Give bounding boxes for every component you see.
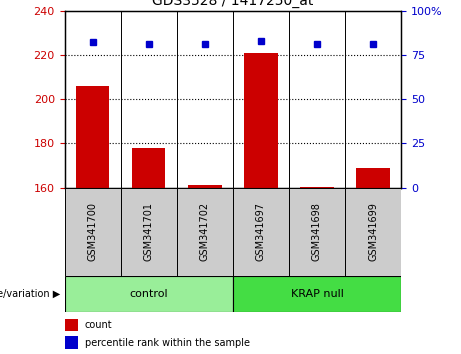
Bar <box>345 188 401 276</box>
Bar <box>233 276 401 312</box>
Bar <box>188 185 222 188</box>
Bar <box>289 188 345 276</box>
Bar <box>65 276 233 312</box>
Text: GSM341700: GSM341700 <box>88 202 98 261</box>
Bar <box>121 188 177 276</box>
Text: control: control <box>130 289 168 299</box>
Bar <box>300 187 334 188</box>
Bar <box>65 319 78 331</box>
Text: GSM341702: GSM341702 <box>200 202 210 262</box>
Bar <box>233 188 289 276</box>
Text: GSM341699: GSM341699 <box>368 202 378 261</box>
Text: GSM341701: GSM341701 <box>144 202 154 261</box>
Text: genotype/variation ▶: genotype/variation ▶ <box>0 289 60 299</box>
Bar <box>132 148 165 188</box>
Text: GSM341697: GSM341697 <box>256 202 266 261</box>
Bar <box>356 168 390 188</box>
Bar <box>76 86 109 188</box>
Text: KRAP null: KRAP null <box>290 289 343 299</box>
Bar <box>177 188 233 276</box>
Bar <box>65 336 78 349</box>
Text: count: count <box>85 320 112 330</box>
Text: GSM341698: GSM341698 <box>312 202 322 261</box>
Bar <box>65 188 121 276</box>
Bar <box>244 53 278 188</box>
Title: GDS3528 / 1417250_at: GDS3528 / 1417250_at <box>152 0 313 8</box>
Text: percentile rank within the sample: percentile rank within the sample <box>85 338 250 348</box>
